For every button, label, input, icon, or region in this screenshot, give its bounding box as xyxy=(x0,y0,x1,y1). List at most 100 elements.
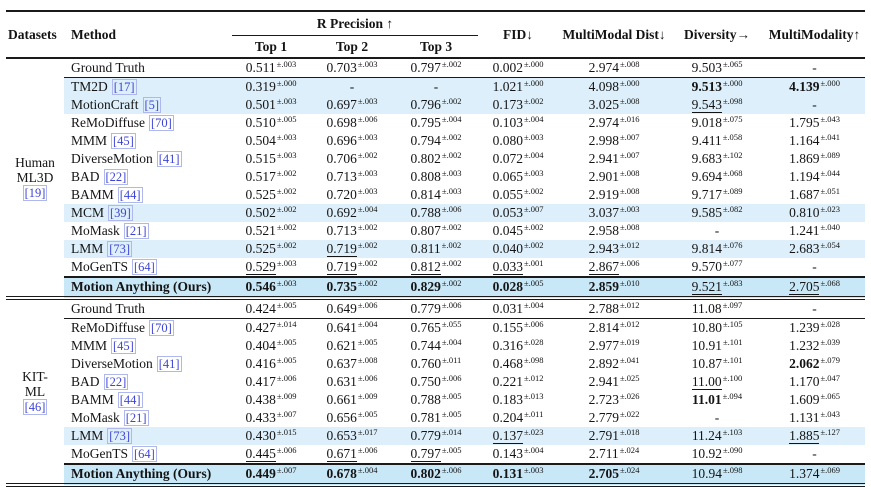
metric-error: ±.019 xyxy=(619,336,640,347)
metric-value: 2.919 xyxy=(588,187,619,202)
metric-error: ±.004 xyxy=(441,336,462,347)
citation-link[interactable]: [17] xyxy=(111,79,137,95)
citation-link[interactable]: [41] xyxy=(156,356,182,372)
metric-error: ±.075 xyxy=(722,113,743,124)
cell-multimodality: - xyxy=(764,58,866,78)
method-name-cell: MoMask [21] xyxy=(64,222,232,240)
cell-top3: 0.795±.004 xyxy=(394,114,478,132)
citation-link[interactable]: [45] xyxy=(111,338,136,354)
table-row: MMM [45] 0.504±.003 0.696±.003 0.794±.002 0.0… xyxy=(6,132,865,150)
cell-top3: 0.794±.002 xyxy=(394,132,478,150)
citation-link[interactable]: [5] xyxy=(142,97,162,113)
metric-error: ±.006 xyxy=(357,113,378,124)
metric-value: 0.641 xyxy=(326,320,357,335)
metric-error: ±.006 xyxy=(523,318,544,329)
method-name-cell: MoGenTS [64] xyxy=(64,445,232,464)
cell-fid: 0.137±.023 xyxy=(478,427,558,445)
citation-link[interactable]: [22] xyxy=(103,169,129,185)
metric-value: 0.788 xyxy=(410,205,441,220)
dataset-citation-link[interactable]: [46] xyxy=(22,399,48,415)
citation-link[interactable]: [44] xyxy=(117,187,143,203)
metric-value: 0.080 xyxy=(492,133,523,148)
metric-value: 0.788 xyxy=(410,392,441,407)
metric-error: ±.102 xyxy=(722,149,743,160)
cell-multimodality: 2.062±.079 xyxy=(764,355,865,373)
metric-value: 0.065 xyxy=(492,169,523,184)
cell-multimodality: 4.139±.000 xyxy=(764,78,865,97)
metric-value: 0.797 xyxy=(410,446,441,462)
metric-error: ±.002 xyxy=(357,221,378,232)
metric-value: 10.94 xyxy=(691,466,722,481)
cell-mm-dist: 2.919±.008 xyxy=(558,186,670,204)
method-name: MMM xyxy=(71,338,108,353)
method-name: ReMoDiffuse xyxy=(71,320,145,335)
citation-link[interactable]: [21] xyxy=(123,410,149,426)
cell-top3: 0.802±.002 xyxy=(394,150,478,168)
metric-error: ±.065 xyxy=(722,58,743,69)
metric-value: 4.098 xyxy=(588,79,619,94)
col-header-top1: Top 1 xyxy=(232,35,310,59)
table-row: MMM [45] 0.404±.005 0.621±.005 0.744±.004 0.3… xyxy=(6,337,865,355)
cell-mm-dist: 2.814±.012 xyxy=(558,319,670,338)
metric-value: 2.814 xyxy=(588,320,619,335)
table-row: MotionCraft [5] 0.501±.003 0.697±.003 0.796±… xyxy=(6,96,866,114)
metric-error: ±.065 xyxy=(820,390,840,401)
cell-top2: 0.719±.002 xyxy=(310,240,394,258)
citation-link[interactable]: [39] xyxy=(108,205,133,221)
method-name-cell: LMM [73] xyxy=(64,427,232,445)
metric-value: 2.892 xyxy=(588,356,619,371)
cell-mm-dist: 2.901±.008 xyxy=(558,168,670,186)
citation-link[interactable]: [70] xyxy=(149,320,174,336)
method-name-cell: MMM [45] xyxy=(64,132,232,150)
cell-diversity: 9.513±.000 xyxy=(670,78,764,97)
metric-value: 0.521 xyxy=(245,223,276,238)
metric-value: 2.974 xyxy=(588,60,619,75)
metric-value: 0.802 xyxy=(410,466,441,481)
citation-link[interactable]: [70] xyxy=(149,115,174,131)
dataset-citation-link[interactable]: [19] xyxy=(22,185,48,201)
metric-value: 1.885 xyxy=(789,428,820,444)
citation-link[interactable]: [64] xyxy=(132,446,157,462)
cell-fid: 0.173±.002 xyxy=(478,96,558,114)
citation-link[interactable]: [41] xyxy=(156,151,182,167)
cell-multimodality: 1.164±.041 xyxy=(764,132,865,150)
metric-error: ±.003 xyxy=(357,167,378,178)
metric-error: ±.103 xyxy=(722,426,743,437)
metric-error: ±.089 xyxy=(722,185,743,196)
method-name: Motion Anything (Ours) xyxy=(71,466,212,481)
citation-link[interactable]: [73] xyxy=(107,241,133,257)
metric-value: 0.173 xyxy=(492,97,523,112)
metric-value: 2.943 xyxy=(588,241,619,256)
metric-error: ±.007 xyxy=(276,464,297,475)
metric-value: 0.517 xyxy=(245,169,276,184)
metric-value: 0.445 xyxy=(245,446,276,462)
metric-error: ±.002 xyxy=(523,95,544,106)
table-row: KIT- ML [46] Ground Truth 0.424±.005 0.649±.0… xyxy=(6,298,866,487)
metric-error: ±.003 xyxy=(276,58,297,69)
cell-top1: 0.449±.007 xyxy=(232,463,310,487)
method-name-cell: BAMM [44] xyxy=(64,391,232,409)
citation-link[interactable]: [22] xyxy=(103,374,129,390)
metric-error: ±.004 xyxy=(523,299,544,310)
metric-value: 9.503 xyxy=(691,60,722,75)
metric-error: ±.043 xyxy=(820,408,840,419)
citation-link[interactable]: [73] xyxy=(107,428,133,444)
metric-value: 2.683 xyxy=(789,241,820,256)
citation-link[interactable]: [21] xyxy=(123,223,149,239)
metric-value: 11.24 xyxy=(691,428,722,443)
cell-multimodality: - xyxy=(812,259,817,274)
citation-link[interactable]: [64] xyxy=(132,259,157,275)
citation-link[interactable]: [45] xyxy=(111,133,136,149)
table-row: Human ML3D [19] Ground Truth 0.511±.003 0.703… xyxy=(6,58,866,300)
method-name: BAMM xyxy=(71,392,114,407)
cell-top2: 0.698±.006 xyxy=(310,114,394,132)
metric-value: 1.869 xyxy=(789,151,820,166)
metric-error: ±.098 xyxy=(523,354,544,365)
metric-value: 2.779 xyxy=(588,410,619,425)
citation-link[interactable]: [44] xyxy=(117,392,143,408)
table-row: LMM [73] 0.430±.015 0.653±.017 0.779±.014 0.1… xyxy=(6,426,866,445)
metric-error: ±.040 xyxy=(820,221,840,232)
table-row: BAD [22] 0.417±.006 0.631±.006 0.750±.006 0.2… xyxy=(6,373,865,391)
metric-error: ±.002 xyxy=(523,239,544,250)
metric-error: ±.007 xyxy=(523,203,544,214)
